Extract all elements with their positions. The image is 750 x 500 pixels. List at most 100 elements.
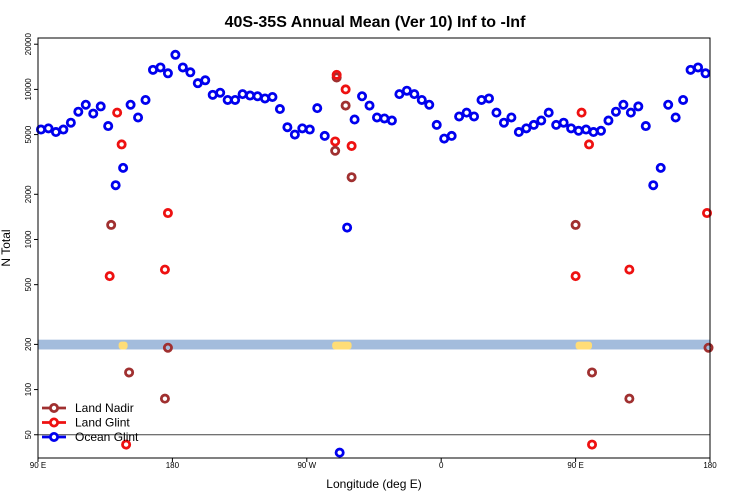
land-nadir-point	[587, 367, 598, 378]
ocean-glint-point	[259, 93, 270, 104]
y-tick-label: 2000	[24, 185, 33, 203]
ocean-glint-point	[573, 125, 584, 136]
ocean-glint-point	[595, 125, 606, 136]
ocean-glint-point	[155, 62, 166, 73]
ocean-glint-point	[289, 129, 300, 140]
coverage-band	[38, 339, 710, 350]
land-mask-segment	[575, 341, 593, 350]
ocean-glint-point	[125, 99, 136, 110]
ocean-glint-point	[521, 123, 532, 134]
ocean-glint-point	[424, 99, 435, 110]
ocean-glint-point	[282, 122, 293, 133]
ocean-glint-point	[65, 117, 76, 128]
ocean-glint-point	[506, 112, 517, 123]
ocean-glint-point	[401, 85, 412, 96]
ocean-glint-point	[446, 130, 457, 141]
ocean-glint-point	[170, 49, 181, 60]
ocean-glint-point	[640, 121, 651, 132]
ocean-glint-point	[483, 93, 494, 104]
y-axis-ticks: 50 100 200 500 1000 2000 5000 10000 20000	[24, 33, 38, 439]
land-glint-point	[331, 69, 342, 80]
ocean-glint-point	[342, 222, 353, 233]
y-tick-label: 20000	[24, 33, 33, 56]
ocean-glint-point	[528, 119, 539, 130]
land-nadir-point	[162, 342, 173, 353]
legend-item-land-glint: Land Glint	[42, 416, 130, 430]
ocean-glint-point	[610, 106, 621, 117]
land-nadir-point	[340, 100, 351, 111]
ocean-glint-point	[349, 114, 360, 125]
y-tick-label: 200	[24, 337, 33, 351]
legend-marker	[49, 417, 60, 428]
ocean-glint-point	[88, 108, 99, 119]
ocean-glint-point	[73, 106, 84, 117]
land-glint-point	[104, 271, 115, 282]
y-tick-label: 5000	[24, 125, 33, 143]
ocean-glint-point	[103, 121, 114, 132]
ocean-glint-point	[319, 130, 330, 141]
land-glint-point	[576, 107, 587, 118]
ocean-glint-point	[603, 115, 614, 126]
ocean-glint-point	[431, 119, 442, 130]
ocean-glint-point	[513, 127, 524, 138]
ocean-glint-point	[371, 112, 382, 123]
y-tick-label: 500	[24, 277, 33, 291]
legend-label: Land Glint	[75, 416, 130, 430]
ocean-glint-point	[498, 117, 509, 128]
ocean-glint-series	[35, 49, 711, 458]
ocean-glint-point	[416, 94, 427, 105]
ocean-glint-point	[476, 94, 487, 105]
land-nadir-point	[570, 219, 581, 230]
ocean-glint-point	[304, 124, 315, 135]
ocean-glint-point	[536, 115, 547, 126]
x-tick-label: 90 E	[30, 461, 46, 470]
ocean-glint-point	[80, 99, 91, 110]
ocean-glint-point	[274, 104, 285, 115]
land-glint-point	[702, 208, 713, 219]
legend-label: Ocean Glint	[75, 430, 139, 444]
ocean-glint-point	[58, 124, 69, 135]
land-nadir-series	[106, 72, 714, 404]
land-glint-point	[346, 140, 357, 151]
ocean-glint-point	[618, 99, 629, 110]
ocean-glint-point	[693, 62, 704, 73]
ocean-glint-point	[312, 103, 323, 114]
ocean-glint-point	[133, 112, 144, 123]
ocean-glint-point	[588, 127, 599, 138]
x-tick-label: 90 E	[567, 461, 583, 470]
chart-title: 40S-35S Annual Mean (Ver 10) Inf to -Inf	[225, 14, 526, 31]
land-nadir-point	[330, 145, 341, 156]
land-mask-segment	[118, 341, 128, 350]
land-glint-point	[116, 139, 127, 150]
ocean-glint-point	[469, 111, 480, 122]
x-tick-label: 180	[703, 461, 717, 470]
ocean-glint-point	[200, 75, 211, 86]
land-glint-point	[584, 139, 595, 150]
land-glint-point	[587, 439, 598, 450]
ocean-glint-point	[43, 123, 54, 134]
legend-item-land-nadir: Land Nadir	[42, 401, 134, 415]
y-tick-label: 10000	[24, 78, 33, 101]
land-nadir-point	[106, 219, 117, 230]
land-mask-segment	[332, 341, 352, 350]
ocean-glint-point	[357, 91, 368, 102]
x-tick-label: 0	[439, 461, 444, 470]
ocean-glint-point	[700, 68, 711, 79]
ocean-glint-point	[110, 180, 121, 191]
legend-marker	[49, 431, 60, 442]
ocean-glint-point	[95, 101, 106, 112]
ocean-glint-point	[394, 89, 405, 100]
y-tick-label: 50	[24, 430, 33, 439]
data-points	[35, 49, 714, 458]
land-glint-point	[162, 208, 173, 219]
land-nadir-point	[159, 393, 170, 404]
ocean-glint-point	[648, 180, 659, 191]
ocean-glint-point	[334, 447, 345, 458]
x-axis-label: Longitude (deg E)	[326, 477, 421, 491]
land-nadir-point	[624, 393, 635, 404]
ocean-glint-point	[625, 107, 636, 118]
ocean-glint-point	[215, 87, 226, 98]
land-nadir-point	[703, 342, 714, 353]
